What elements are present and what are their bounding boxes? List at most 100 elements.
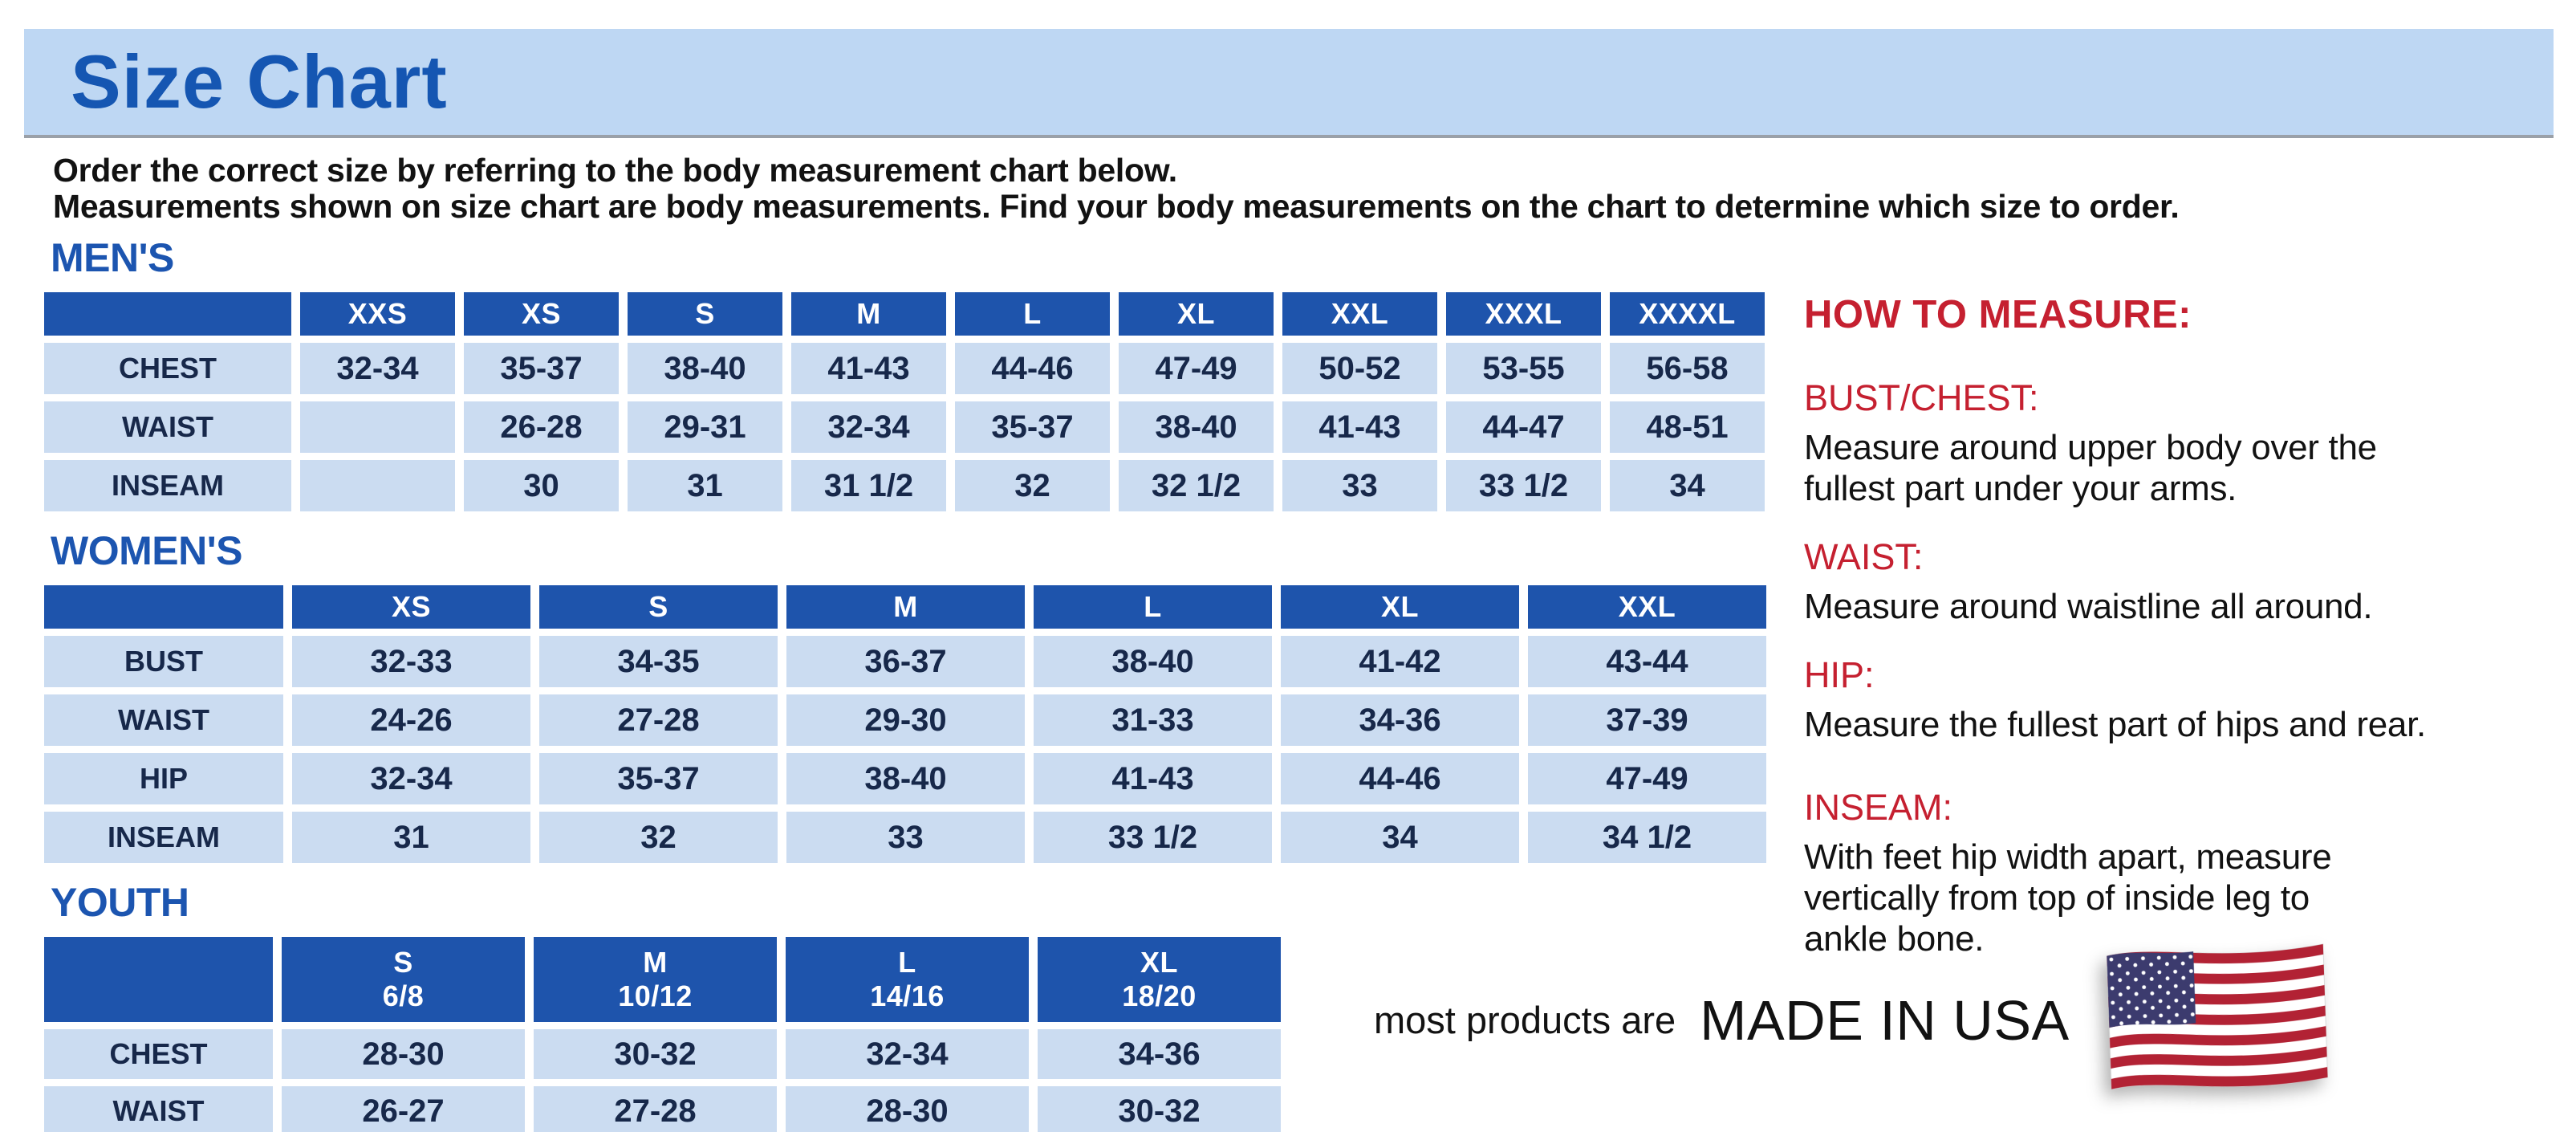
data-cell: 32-34 xyxy=(292,753,530,804)
data-cell: 26-28 xyxy=(464,401,619,453)
corner-cell xyxy=(44,585,283,629)
column-range-label: 14/16 xyxy=(870,979,945,1012)
data-cell: 29-30 xyxy=(786,694,1025,746)
data-cell: 41-43 xyxy=(1282,401,1437,453)
made-in-usa-prefix: most products are xyxy=(1374,999,1676,1041)
row-label-cell: WAIST xyxy=(44,401,291,453)
mens-size-table: XXS XS S M L XL XXL XXXL XXXXL CHEST 32-34 35-37 38-… xyxy=(44,292,1766,511)
data-cell: 38-40 xyxy=(1034,636,1272,687)
data-cell: 44-46 xyxy=(1281,753,1519,804)
column-header-cell: M xyxy=(786,585,1025,629)
column-header-cell: XL xyxy=(1281,585,1519,629)
data-cell: 50-52 xyxy=(1282,343,1437,394)
measure-section-waist: WAIST: Measure around waistline all arou… xyxy=(1804,536,2530,627)
size-tables-column: MEN'S XXS XS S M L XL XXL XXXL XXXXL CHEST 32-34 35… xyxy=(44,234,1766,1132)
data-cell xyxy=(300,460,455,511)
column-header-cell: XXXL xyxy=(1446,292,1601,336)
made-in-usa-line: most products are MADE IN USA xyxy=(1374,938,2342,1102)
data-cell: 34-35 xyxy=(539,636,778,687)
data-cell: 32 xyxy=(955,460,1110,511)
data-cell: 28-30 xyxy=(786,1086,1029,1132)
data-cell xyxy=(300,401,455,453)
column-header-cell: L xyxy=(1034,585,1272,629)
row-label-cell: INSEAM xyxy=(44,460,291,511)
corner-cell xyxy=(44,292,291,336)
mens-section-heading: MEN'S xyxy=(51,235,174,280)
column-header-cell: M 10/12 xyxy=(534,937,777,1022)
measure-section-inseam: INSEAM: With feet hip width apart, measu… xyxy=(1804,787,2530,959)
data-cell: 48-51 xyxy=(1610,401,1765,453)
data-cell: 29-31 xyxy=(628,401,782,453)
measure-label: HIP: xyxy=(1804,654,1875,696)
data-cell: 38-40 xyxy=(1119,401,1274,453)
data-cell: 27-28 xyxy=(534,1086,777,1132)
data-cell: 38-40 xyxy=(628,343,782,394)
data-cell: 33 1/2 xyxy=(1034,812,1272,863)
data-cell: 43-44 xyxy=(1528,636,1766,687)
data-cell: 32-34 xyxy=(786,1029,1029,1079)
measure-instructions: With feet hip width apart, measure verti… xyxy=(1804,837,2332,959)
data-cell: 31-33 xyxy=(1034,694,1272,746)
measure-label: WAIST: xyxy=(1804,536,1924,578)
data-cell: 41-43 xyxy=(791,343,946,394)
measure-label: INSEAM: xyxy=(1804,787,1953,829)
column-header-cell: XXXXL xyxy=(1610,292,1765,336)
data-cell: 33 xyxy=(1282,460,1437,511)
row-label-cell: WAIST xyxy=(44,1086,273,1132)
data-cell: 35-37 xyxy=(955,401,1110,453)
data-cell: 34-36 xyxy=(1281,694,1519,746)
intro-line-2: Measurements shown on size chart are bod… xyxy=(53,188,2180,226)
womens-size-table: XS S M L XL XXL BUST 32-33 34-35 36-37 38-40 41-42 4… xyxy=(44,585,1766,863)
data-cell: 47-49 xyxy=(1528,753,1766,804)
column-header-cell: XXL xyxy=(1528,585,1766,629)
column-size-label: L xyxy=(898,945,916,979)
data-cell: 31 1/2 xyxy=(791,460,946,511)
column-header-cell: XL 18/20 xyxy=(1038,937,1281,1022)
column-size-label: M xyxy=(643,945,668,979)
measure-instructions: Measure around upper body over the fulle… xyxy=(1804,428,2377,509)
column-header-cell: XXL xyxy=(1282,292,1437,336)
measure-section-hip: HIP: Measure the fullest part of hips an… xyxy=(1804,654,2530,745)
youth-section-heading: YOUTH xyxy=(51,880,189,925)
data-cell: 31 xyxy=(292,812,530,863)
column-header-cell: L 14/16 xyxy=(786,937,1029,1022)
column-header-cell: XL xyxy=(1119,292,1274,336)
data-cell: 41-42 xyxy=(1281,636,1519,687)
column-header-cell: XXS xyxy=(300,292,455,336)
data-cell: 44-47 xyxy=(1446,401,1601,453)
column-header-cell: L xyxy=(955,292,1110,336)
data-cell: 34 xyxy=(1610,460,1765,511)
column-range-label: 10/12 xyxy=(618,979,693,1012)
data-cell: 35-37 xyxy=(539,753,778,804)
us-flag-icon xyxy=(2090,934,2345,1107)
data-cell: 30 xyxy=(464,460,619,511)
column-header-cell: XS xyxy=(464,292,619,336)
measure-instructions: Measure the fullest part of hips and rea… xyxy=(1804,705,2426,745)
corner-cell xyxy=(44,937,273,1022)
row-label-cell: HIP xyxy=(44,753,283,804)
womens-section-heading: WOMEN'S xyxy=(51,528,242,573)
column-range-label: 6/8 xyxy=(382,979,425,1012)
how-to-measure-heading: HOW TO MEASURE: xyxy=(1804,293,2192,336)
data-cell: 34 xyxy=(1281,812,1519,863)
measure-section-bust-chest: BUST/CHEST: Measure around upper body ov… xyxy=(1804,377,2530,509)
intro-line-1: Order the correct size by referring to t… xyxy=(53,152,1177,189)
row-label-cell: CHEST xyxy=(44,343,291,394)
data-cell: 53-55 xyxy=(1446,343,1601,394)
how-to-measure-panel: HOW TO MEASURE: BUST/CHEST: Measure arou… xyxy=(1804,292,2530,959)
data-cell: 31 xyxy=(628,460,782,511)
data-cell: 32 1/2 xyxy=(1119,460,1274,511)
column-header-cell: XS xyxy=(292,585,530,629)
row-label-cell: WAIST xyxy=(44,694,283,746)
data-cell: 37-39 xyxy=(1528,694,1766,746)
intro-text: Order the correct size by referring to t… xyxy=(53,152,2180,226)
data-cell: 33 1/2 xyxy=(1446,460,1601,511)
page-title: Size Chart xyxy=(71,39,448,124)
data-cell: 56-58 xyxy=(1610,343,1765,394)
data-cell: 44-46 xyxy=(955,343,1110,394)
data-cell: 41-43 xyxy=(1034,753,1272,804)
column-header-cell: M xyxy=(791,292,946,336)
made-in-usa-text: MADE IN USA xyxy=(1700,988,2070,1052)
column-size-label: S xyxy=(393,945,413,979)
